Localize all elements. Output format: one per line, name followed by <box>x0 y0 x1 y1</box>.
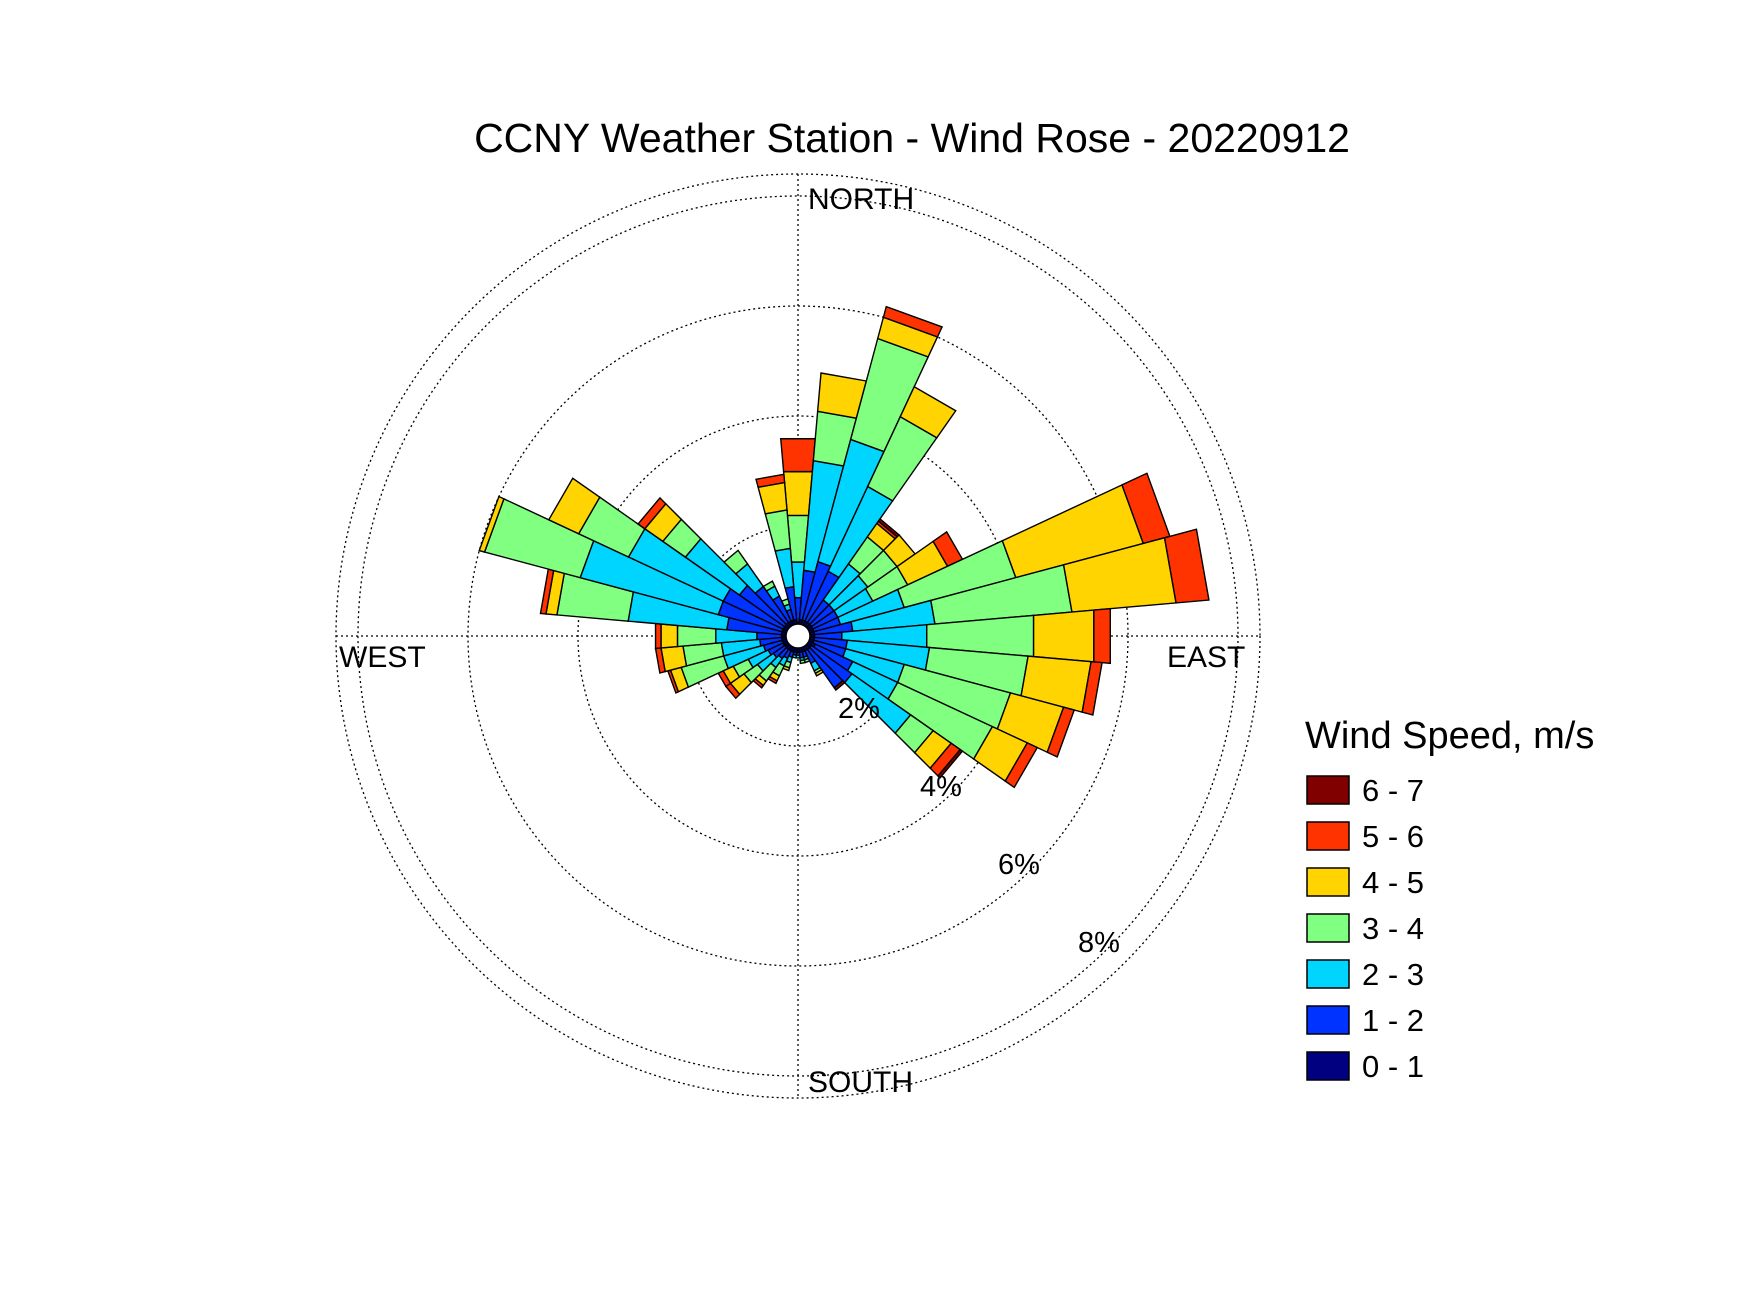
radial-tick-label-2: 2% <box>838 693 880 725</box>
legend-label-0: 6 - 7 <box>1362 773 1424 808</box>
wedge-90-bin-5 <box>1093 607 1112 665</box>
legend-swatch-1 <box>1306 821 1350 851</box>
direction-label-east: EAST <box>1167 641 1245 674</box>
legend-swatch-0 <box>1306 775 1350 805</box>
legend-label-2: 4 - 5 <box>1362 865 1424 900</box>
wedge-120-bin-5 <box>1004 742 1039 789</box>
radial-tick-label-8: 8% <box>1078 927 1120 959</box>
wind-sectors <box>478 305 1210 789</box>
wedge-110-bin-5 <box>1046 706 1076 758</box>
wedge-140-bin-6 <box>833 679 846 692</box>
center-hub <box>785 623 811 649</box>
wedge-100-bin-5 <box>1081 660 1103 716</box>
wedge-30-bin-4 <box>899 385 957 439</box>
direction-label-south: SOUTH <box>808 1066 913 1099</box>
wedge-20-bin-5 <box>882 305 944 338</box>
wedge-310-bin-5 <box>637 496 667 530</box>
legend-swatch-4 <box>1306 959 1350 989</box>
sector-240 <box>717 635 799 688</box>
wedge-270-bin-4 <box>660 623 679 649</box>
legend-label-3: 3 - 4 <box>1362 911 1424 946</box>
wedge-170-bin-3 <box>799 659 806 665</box>
sector-10 <box>797 372 868 637</box>
sector-120 <box>797 635 1039 789</box>
legend-swatch-5 <box>1306 1005 1350 1035</box>
sector-280 <box>539 568 799 637</box>
sector-20 <box>797 305 944 637</box>
legend: Wind Speed, m/s 6 - 7 5 - 6 4 - 5 3 - 4 2 - … <box>1305 715 1594 1084</box>
wedge-320-bin-3 <box>723 549 749 575</box>
sector-60 <box>797 530 964 637</box>
wedge-80-bin-5 <box>1163 528 1210 604</box>
sector-350 <box>755 473 799 637</box>
wedge-0-bin-5 <box>779 438 817 473</box>
sector-80 <box>797 528 1210 637</box>
chart-title: CCNY Weather Station - Wind Rose - 20220… <box>474 115 1350 161</box>
radial-tick-label-4: 4% <box>920 771 962 803</box>
sector-320 <box>723 549 799 637</box>
sector-110 <box>797 635 1076 758</box>
sector-270 <box>654 622 799 650</box>
legend-label-4: 2 - 3 <box>1362 957 1424 992</box>
legend-label-5: 1 - 2 <box>1362 1003 1424 1038</box>
sector-300 <box>547 477 799 637</box>
direction-label-west: WEST <box>339 641 426 674</box>
wedge-90-bin-4 <box>1032 609 1095 663</box>
legend-swatch-2 <box>1306 867 1350 897</box>
sector-250 <box>666 635 799 694</box>
wedge-350-bin-5 <box>755 473 786 489</box>
sector-100 <box>797 635 1103 716</box>
sector-30 <box>797 385 957 637</box>
legend-swatch-6 <box>1306 1051 1350 1081</box>
wedge-330-bin-3 <box>762 580 776 592</box>
legend-swatch-3 <box>1306 913 1350 943</box>
legend-label-1: 5 - 6 <box>1362 819 1424 854</box>
wedge-130-bin-6 <box>937 748 964 779</box>
wedge-270-bin-5 <box>654 622 662 650</box>
direction-label-north: NORTH <box>808 183 914 216</box>
wedge-150-bin-4 <box>814 668 825 677</box>
legend-label-6: 0 - 1 <box>1362 1049 1424 1084</box>
wedge-290-bin-4 <box>478 495 505 553</box>
sector-130 <box>797 635 964 779</box>
wedge-300-bin-4 <box>547 477 601 535</box>
wedge-0-bin-4 <box>782 470 814 517</box>
legend-title: Wind Speed, m/s <box>1305 715 1594 757</box>
radial-tick-label-6: 6% <box>998 849 1040 881</box>
